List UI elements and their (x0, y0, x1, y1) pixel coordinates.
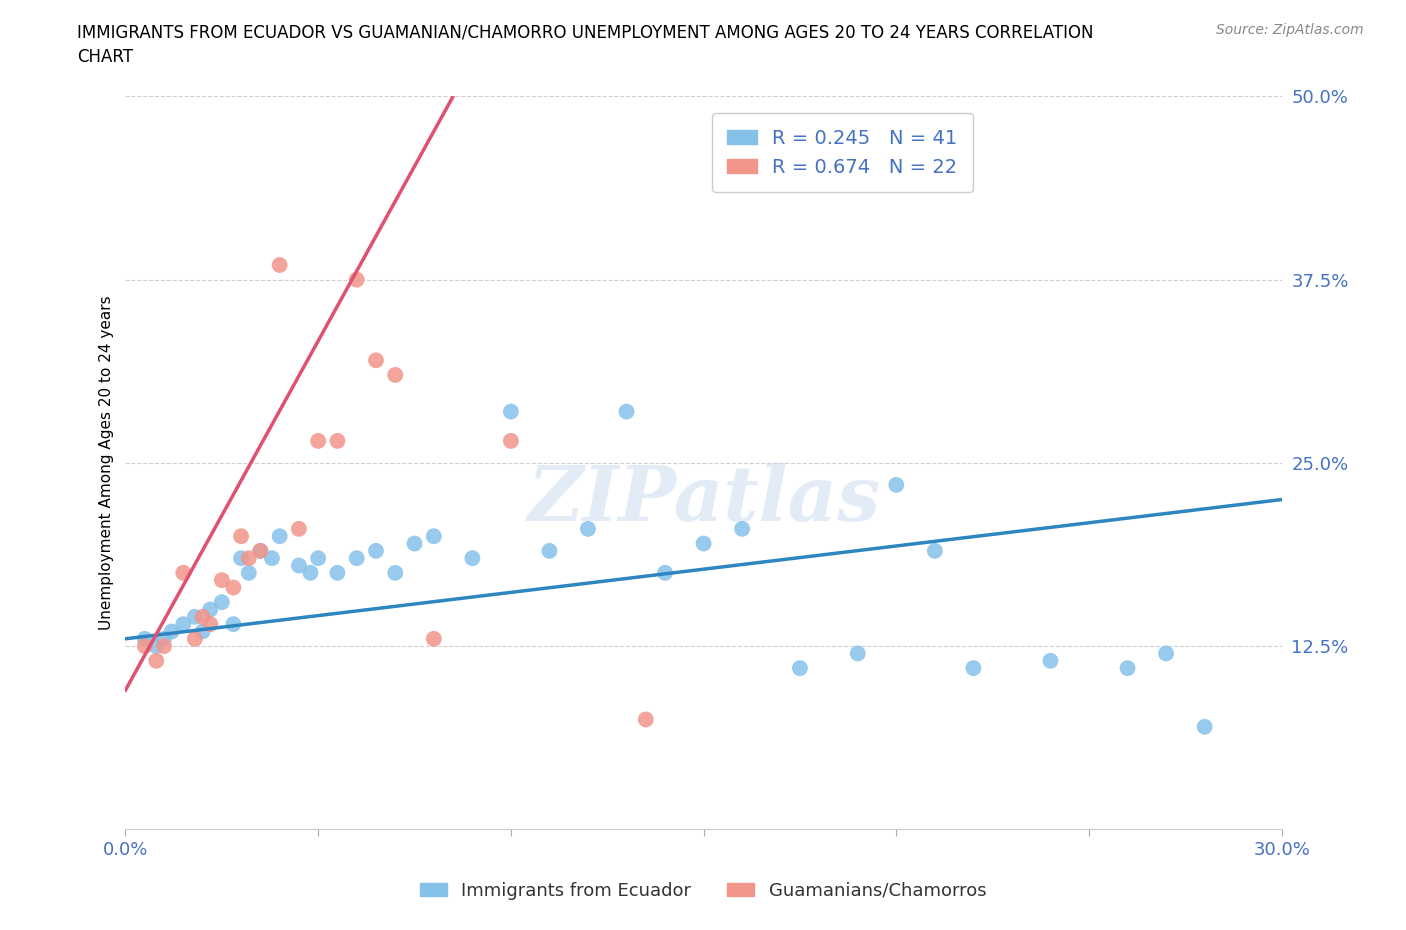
Point (249, 543, 271, 558)
Point (160, 624, 183, 639)
Point (184, 631, 207, 646)
Point (1116, 660, 1139, 675)
Point (692, 536, 714, 551)
Point (346, 551, 368, 565)
Point (288, 522, 311, 537)
Point (576, 522, 599, 537)
Point (1194, 719, 1216, 734)
Point (222, 617, 245, 631)
Point (1039, 654, 1062, 669)
Point (499, 405, 522, 419)
Point (364, 352, 387, 367)
Point (307, 433, 329, 448)
Point (731, 522, 754, 537)
Point (634, 712, 657, 727)
Point (260, 551, 283, 565)
Point (423, 529, 446, 544)
Point (134, 639, 156, 654)
Point (384, 367, 406, 382)
Point (134, 631, 156, 646)
Point (172, 617, 194, 631)
Point (184, 609, 207, 624)
Point (404, 536, 426, 551)
Point (884, 477, 907, 492)
Legend: Immigrants from Ecuador, Guamanians/Chamorros: Immigrants from Ecuador, Guamanians/Cham… (412, 874, 994, 907)
Point (200, 617, 222, 631)
Text: CHART: CHART (77, 48, 134, 66)
Text: ZIPatlas: ZIPatlas (527, 462, 880, 537)
Point (153, 631, 176, 646)
Point (211, 573, 233, 588)
Point (924, 543, 946, 558)
Point (288, 558, 311, 573)
Point (211, 594, 233, 609)
Point (200, 602, 222, 617)
Point (145, 639, 167, 654)
Point (172, 565, 194, 580)
Text: Source: ZipAtlas.com: Source: ZipAtlas.com (1216, 23, 1364, 37)
Point (299, 565, 322, 580)
Point (222, 580, 245, 595)
Point (269, 529, 291, 544)
Text: IMMIGRANTS FROM ECUADOR VS GUAMANIAN/CHAMORRO UNEMPLOYMENT AMONG AGES 20 TO 24 Y: IMMIGRANTS FROM ECUADOR VS GUAMANIAN/CHA… (77, 23, 1094, 41)
Point (307, 551, 329, 565)
Point (789, 660, 811, 675)
Point (238, 551, 260, 565)
Point (384, 565, 406, 580)
Point (249, 543, 271, 558)
Point (616, 405, 638, 419)
Point (962, 660, 984, 675)
Point (191, 609, 214, 624)
Point (1154, 646, 1177, 661)
Point (461, 551, 484, 565)
Point (145, 654, 167, 669)
Point (326, 433, 349, 448)
Point (654, 565, 676, 580)
Point (846, 646, 869, 661)
Point (538, 543, 561, 558)
Point (269, 258, 291, 272)
Point (229, 551, 252, 565)
Point (346, 272, 368, 287)
Y-axis label: Unemployment Among Ages 20 to 24 years: Unemployment Among Ages 20 to 24 years (100, 296, 114, 631)
Point (326, 565, 349, 580)
Point (499, 433, 522, 448)
Point (229, 529, 252, 544)
Point (238, 565, 260, 580)
Point (423, 631, 446, 646)
Point (153, 639, 176, 654)
Legend: R = 0.245   N = 41, R = 0.674   N = 22: R = 0.245 N = 41, R = 0.674 N = 22 (711, 113, 973, 193)
Point (191, 624, 214, 639)
Point (364, 543, 387, 558)
